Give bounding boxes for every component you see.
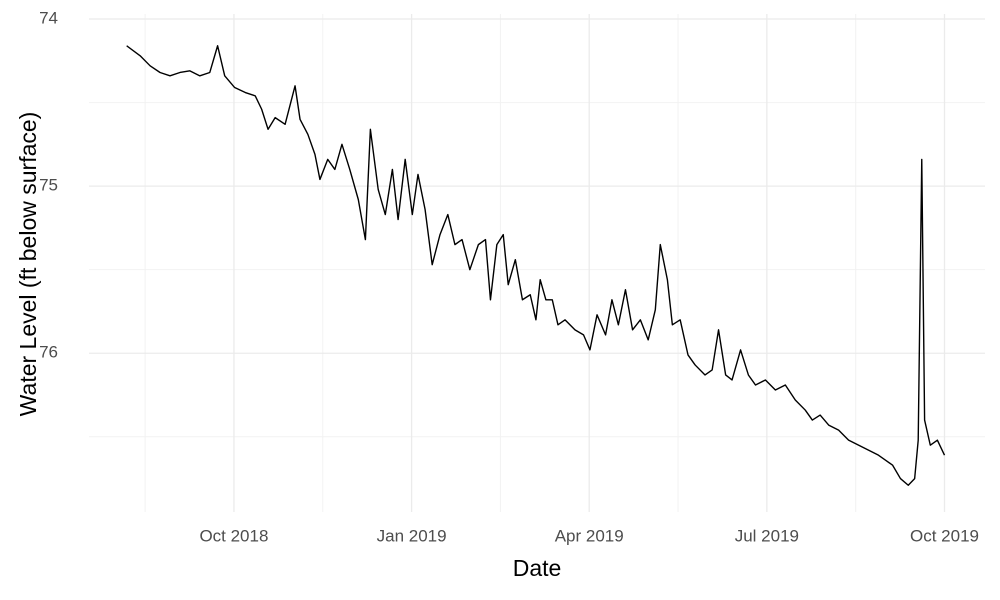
y-tick-label: 75	[39, 176, 58, 195]
x-tick-label: Jul 2019	[735, 526, 799, 545]
x-tick-label: Apr 2019	[555, 526, 624, 545]
y-tick-label: 76	[39, 343, 58, 362]
data-line	[126, 45, 946, 486]
x-axis-title: Date	[513, 555, 562, 581]
x-tick-label: Oct 2018	[199, 526, 268, 545]
x-tick-label: Jan 2019	[377, 526, 447, 545]
y-axis-title: Water Level (ft below surface)	[15, 112, 41, 417]
x-tick-label: Oct 2019	[910, 526, 979, 545]
y-tick-label: 74	[39, 8, 58, 27]
